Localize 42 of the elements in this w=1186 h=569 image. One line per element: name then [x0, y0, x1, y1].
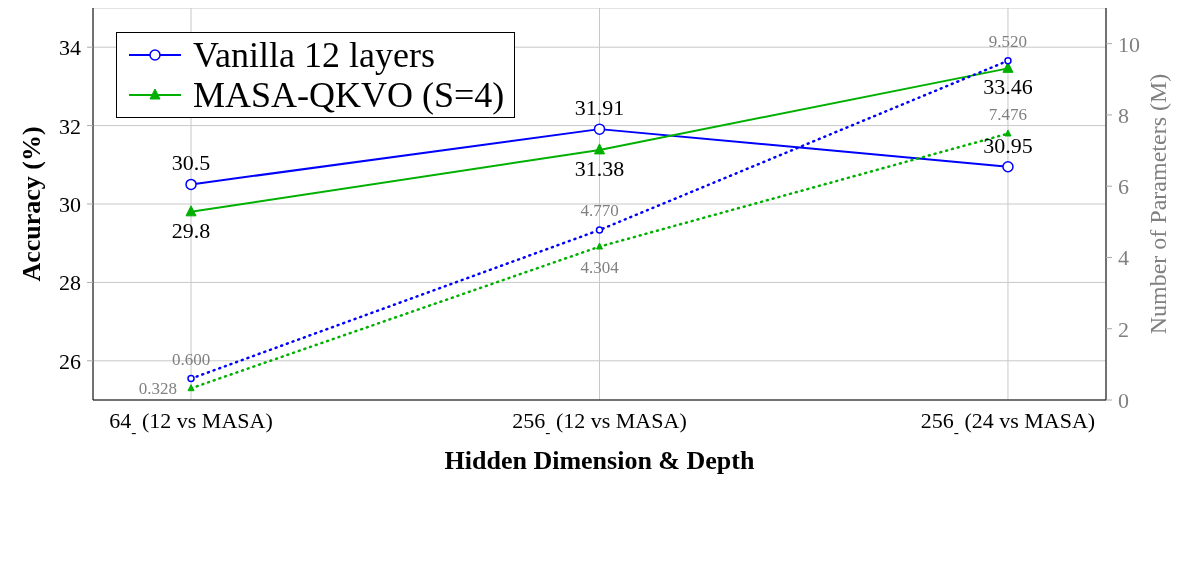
- y2-axis-title: Number of Parameters (M): [1145, 73, 1171, 335]
- y-tick-label: 26: [59, 348, 81, 374]
- y2-tick-label: 4: [1118, 245, 1129, 271]
- y-tick-label: 34: [59, 35, 81, 61]
- point: [1004, 56, 1012, 65]
- data-label: 0.600: [171, 349, 211, 369]
- y2-tick-label: 2: [1118, 316, 1129, 342]
- y2-tick-label: 8: [1118, 102, 1129, 128]
- x-axis-title: Hidden Dimension & Depth: [444, 446, 755, 475]
- point: [596, 242, 603, 250]
- data-label: 30.95: [983, 132, 1033, 158]
- legend-label: Vanilla 12 layers: [193, 35, 435, 75]
- x-tick-label: 256$_{-}$ (24 vs MASA): [920, 408, 1096, 440]
- y-tick-label: 30: [59, 192, 81, 217]
- y2-tick-label: 0: [1118, 388, 1129, 413]
- point: [185, 178, 197, 191]
- data-label: 4.770: [580, 201, 619, 221]
- data-label: 9.520: [988, 31, 1028, 51]
- data-label: 0.328: [138, 379, 178, 399]
- data-label: 31.91: [574, 95, 625, 121]
- y-axis-title: Accuracy (%): [17, 126, 46, 282]
- point: [187, 384, 195, 392]
- data-label: 31.38: [574, 155, 625, 181]
- point: [595, 226, 604, 234]
- point: [185, 205, 197, 217]
- data-label: 29.8: [171, 217, 211, 243]
- x-tick-label: 256$_{-}$ (12 vs MASA): [512, 408, 687, 440]
- data-label: 7.476: [988, 104, 1028, 124]
- point: [594, 143, 605, 155]
- point: [593, 123, 606, 135]
- data-label: 33.46: [983, 74, 1033, 100]
- y-tick-label: 28: [59, 270, 81, 296]
- data-label: 4.304: [580, 257, 620, 277]
- x-tick-label: 64$_{-}$ (12 vs MASA): [109, 408, 273, 440]
- point: [1002, 161, 1014, 173]
- y2-tick-label: 6: [1118, 174, 1129, 200]
- point: [187, 374, 195, 383]
- y-tick-label: 32: [59, 113, 81, 139]
- legend-label: MASA-QKVO (S=4): [193, 75, 505, 115]
- data-label: 30.5: [171, 150, 211, 176]
- point: [1004, 129, 1012, 137]
- y2-tick-label: 10: [1118, 31, 1140, 57]
